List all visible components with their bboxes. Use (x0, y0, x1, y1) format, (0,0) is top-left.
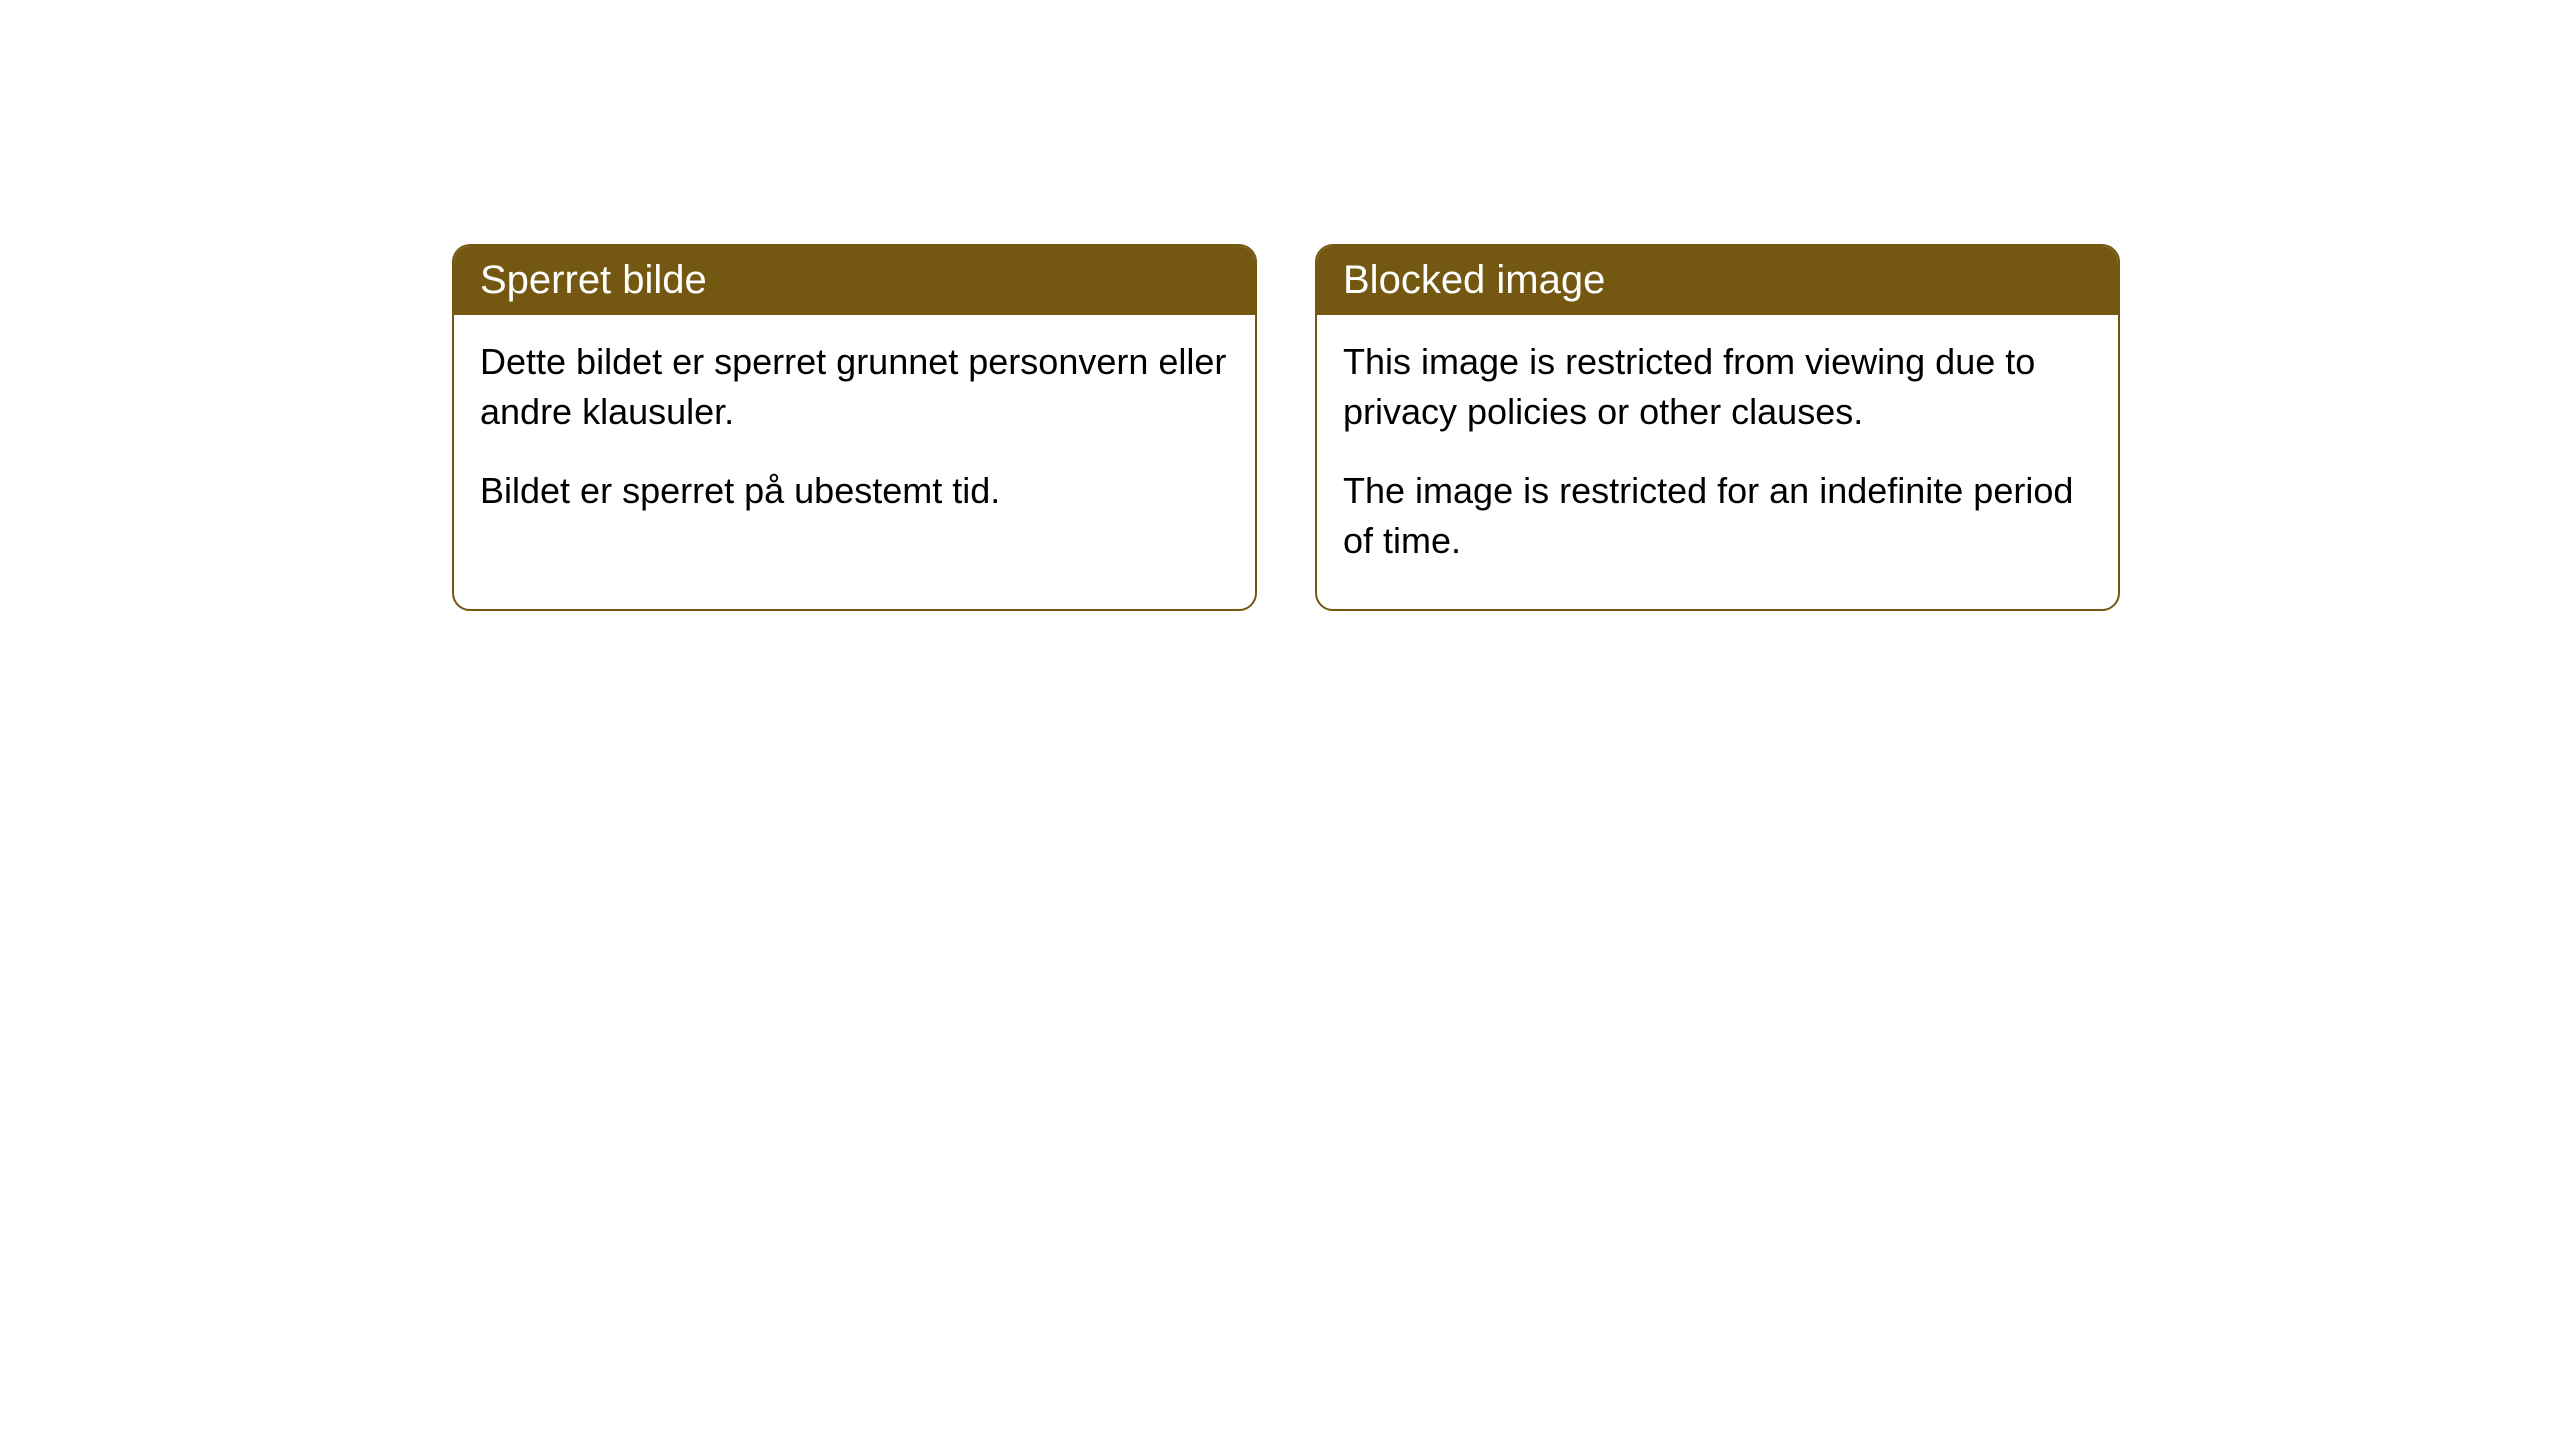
blocked-image-card-norwegian: Sperret bilde Dette bildet er sperret gr… (452, 244, 1257, 611)
card-body: Dette bildet er sperret grunnet personve… (454, 315, 1255, 558)
card-title: Sperret bilde (480, 258, 707, 302)
card-body: This image is restricted from viewing du… (1317, 315, 2118, 609)
card-paragraph: This image is restricted from viewing du… (1343, 337, 2092, 438)
card-header: Sperret bilde (454, 246, 1255, 315)
card-paragraph: Bildet er sperret på ubestemt tid. (480, 466, 1229, 516)
card-title: Blocked image (1343, 258, 1605, 302)
cards-container: Sperret bilde Dette bildet er sperret gr… (452, 244, 2560, 611)
card-header: Blocked image (1317, 246, 2118, 315)
blocked-image-card-english: Blocked image This image is restricted f… (1315, 244, 2120, 611)
card-paragraph: Dette bildet er sperret grunnet personve… (480, 337, 1229, 438)
card-paragraph: The image is restricted for an indefinit… (1343, 466, 2092, 567)
